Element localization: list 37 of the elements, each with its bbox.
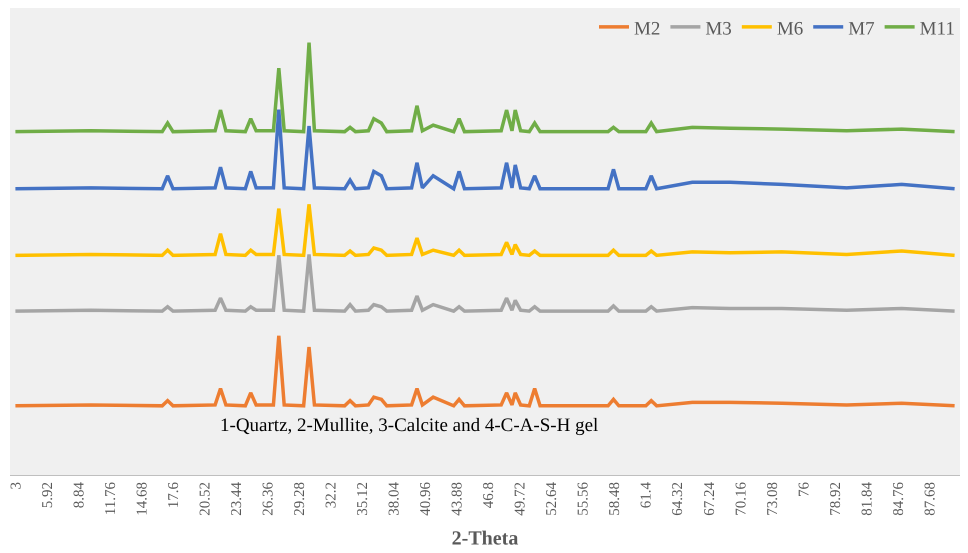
legend-label: M6 xyxy=(776,18,804,40)
x-tick-label: 23.44 xyxy=(228,482,245,516)
x-tick-label: 29.28 xyxy=(292,482,308,516)
x-tick-label: 78.92 xyxy=(828,482,844,516)
x-axis-title: 2-Theta xyxy=(452,527,518,550)
x-tick-label: 8.84 xyxy=(71,482,88,508)
legend-label: M11 xyxy=(920,18,955,40)
x-tick-label: 70.16 xyxy=(733,482,750,516)
x-tick-label: 76 xyxy=(796,482,812,497)
x-tick-label: 58.48 xyxy=(607,482,624,516)
x-tick-label: 38.04 xyxy=(386,482,403,516)
x-tick-label: 52.64 xyxy=(544,482,560,516)
x-tick-label: 14.68 xyxy=(134,482,150,516)
x-tick-label: 11.76 xyxy=(102,482,119,516)
annotation: 1-Quartz, 2-Mullite, 3-Calcite and 4-C-A-S-H gel xyxy=(220,415,598,436)
x-tick-label: 35.12 xyxy=(355,482,372,516)
x-tick-label: 55.56 xyxy=(576,482,592,516)
x-tick-label: 73.08 xyxy=(764,482,781,516)
x-tick-label: 67.24 xyxy=(702,482,718,516)
legend-label: M3 xyxy=(705,18,732,40)
x-tick-label: 26.36 xyxy=(260,482,276,516)
x-tick-label: 43.88 xyxy=(450,482,466,516)
x-tick-label: 3 xyxy=(8,482,24,490)
x-tick-label: 64.32 xyxy=(670,482,686,516)
legend-label: M7 xyxy=(848,18,875,40)
x-tick-label: 49.72 xyxy=(512,482,529,516)
x-tick-label: 20.52 xyxy=(197,482,214,516)
x-tick-label: 87.68 xyxy=(922,482,938,516)
x-tick-label: 46.8 xyxy=(481,482,498,508)
x-tick-label: 40.96 xyxy=(418,482,434,516)
x-tick-label: 81.84 xyxy=(859,482,876,516)
x-tick-label: 32.2 xyxy=(324,482,340,508)
x-tick-label: 5.92 xyxy=(40,482,56,508)
x-tick-label: 84.76 xyxy=(890,482,907,516)
legend-label: M2 xyxy=(634,18,660,40)
x-tick-label: 17.6 xyxy=(166,482,182,508)
x-tick-label: 61.4 xyxy=(638,482,655,508)
